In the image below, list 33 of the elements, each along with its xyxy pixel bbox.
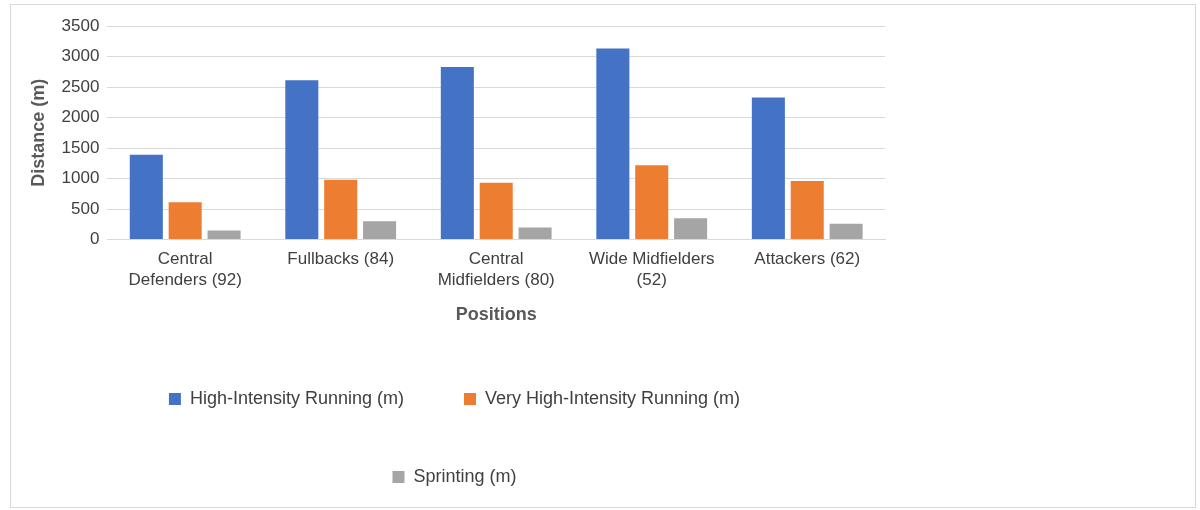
bar <box>790 181 824 240</box>
bar <box>363 221 397 240</box>
bar <box>129 154 163 240</box>
bar <box>635 165 669 240</box>
y-tick-label: 2000 <box>61 107 100 127</box>
x-tick-label: Fullbacks (84) <box>287 249 395 269</box>
bar <box>479 182 513 240</box>
y-tick-label: 1000 <box>61 168 100 188</box>
x-tick-label: Central Defenders (92) <box>128 249 242 289</box>
bar <box>207 230 241 240</box>
bar <box>285 80 319 240</box>
x-tick-label: Wide Midfielders (52) <box>588 249 715 289</box>
y-tick-label: 1500 <box>61 137 100 157</box>
y-tick-label: 2500 <box>61 76 100 96</box>
bar <box>518 227 552 240</box>
y-tick-label: 500 <box>71 198 100 218</box>
x-tick-label: Attackers (62) <box>754 249 861 269</box>
y-tick-label: 3000 <box>61 46 100 66</box>
bar <box>596 48 630 240</box>
bar <box>751 97 785 240</box>
y-axis-title: Distance (m) <box>27 78 48 187</box>
bar <box>324 179 358 240</box>
legend-label: Sprinting (m) <box>413 465 517 486</box>
bar <box>674 218 708 240</box>
legend-label: High-Intensity Running (m) <box>189 387 404 408</box>
legend-label: Very High-Intensity Running (m) <box>484 387 741 408</box>
y-tick-label: 3500 <box>61 15 100 35</box>
bar <box>440 66 474 240</box>
bar <box>168 202 202 240</box>
x-axis-title: Positions <box>455 304 537 325</box>
y-tick-label: 0 <box>89 229 100 249</box>
bar <box>829 223 863 240</box>
x-tick-label: Central Midfielders (80) <box>437 249 555 289</box>
